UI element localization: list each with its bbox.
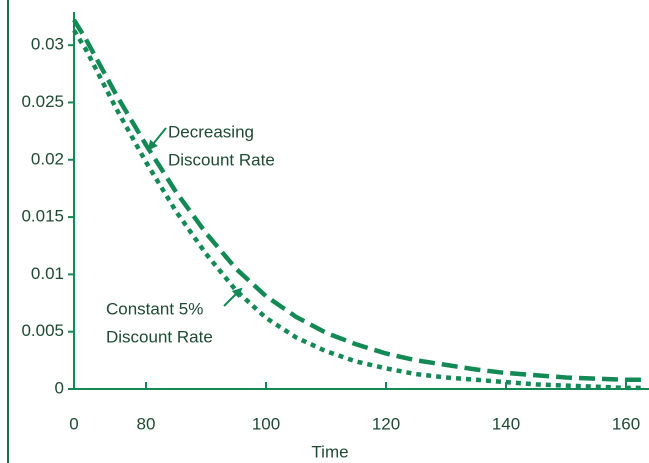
y-tick-label: 0 bbox=[55, 378, 64, 397]
annotation: Discount Rate bbox=[168, 150, 275, 169]
y-tick-label: 0.03 bbox=[31, 35, 64, 54]
x-axis-label: Time bbox=[311, 442, 348, 461]
y-tick-label: 0.02 bbox=[31, 149, 64, 168]
y-tick-label: 0.01 bbox=[31, 264, 64, 283]
y-tick-label: 0.015 bbox=[21, 207, 64, 226]
x-tick-label: 100 bbox=[252, 414, 280, 433]
x-tick-label: 80 bbox=[137, 414, 156, 433]
annotation-arrow bbox=[147, 127, 167, 151]
annotation: Discount Rate bbox=[106, 327, 213, 346]
y-tick-label: 0.005 bbox=[21, 321, 64, 340]
y-tick-label: 0.025 bbox=[21, 92, 64, 111]
x-tick-label: 160 bbox=[612, 414, 640, 433]
line-series bbox=[72, 18, 644, 383]
annotation-arrow bbox=[223, 287, 243, 307]
x-tick-label: 0 bbox=[69, 414, 78, 433]
annotation: Constant 5% bbox=[106, 299, 203, 318]
x-tick-label: 140 bbox=[492, 414, 520, 433]
x-tick-label: 120 bbox=[372, 414, 400, 433]
annotation: Decreasing bbox=[168, 122, 254, 141]
line-series bbox=[72, 29, 644, 391]
